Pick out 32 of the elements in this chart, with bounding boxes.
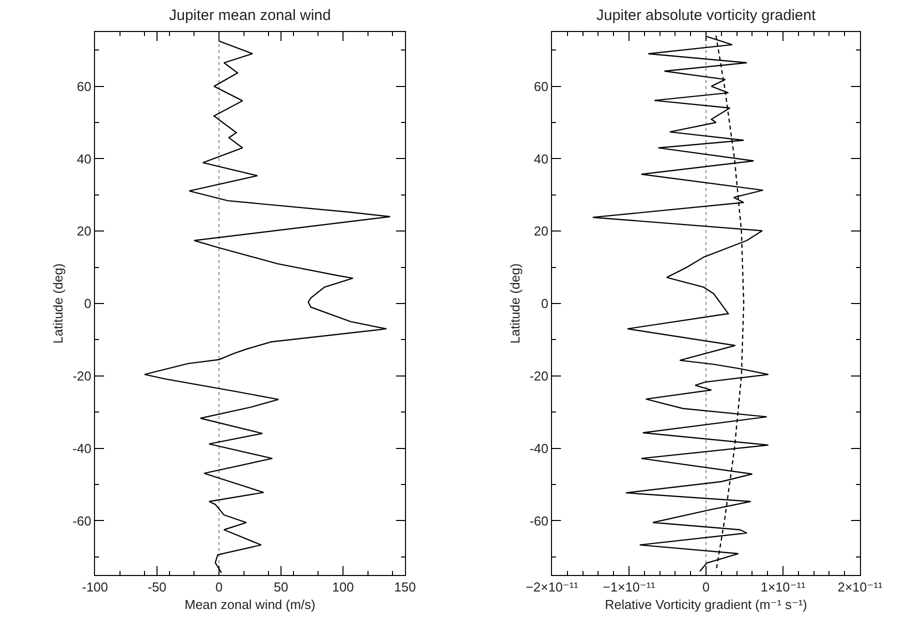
chart-title: Jupiter absolute vorticity gradient [596, 6, 816, 24]
chart-title: Jupiter mean zonal wind [169, 6, 331, 24]
y-tick-label: 20 [534, 224, 548, 239]
y-tick-label: -40 [72, 440, 92, 456]
y-tick-label: 60 [534, 78, 548, 94]
x-axis-title: Relative Vorticity gradient (m⁻¹ s⁻¹) [604, 597, 808, 612]
y-tick-label: 40 [534, 151, 548, 166]
y-tick-label: 60 [76, 78, 92, 94]
x-tick-label: 50 [274, 580, 288, 595]
x-tick-label: 2×10⁻¹¹ [838, 580, 884, 595]
y-tick-label: -60 [72, 513, 92, 528]
x-tick-label: 1×10⁻¹¹ [760, 580, 806, 595]
x-tick-label: 0 [702, 580, 710, 595]
line-series [592, 36, 769, 572]
y-tick-label: 0 [84, 296, 92, 312]
x-tick-label: −2×10⁻¹¹ [526, 580, 579, 595]
x-axis-title: Mean zonal wind (m/s) [184, 597, 316, 612]
y-tick-label: -60 [530, 513, 548, 528]
y-tick-label: 20 [76, 224, 92, 239]
x-tick-label: 0 [215, 580, 223, 595]
y-tick-label: -20 [72, 368, 92, 384]
x-tick-label: -100 [82, 580, 108, 595]
y-tick-label: -20 [530, 368, 548, 384]
x-tick-label: 150 [394, 580, 416, 595]
y-axis-title: Latitude (deg) [508, 263, 523, 344]
x-tick-label: −1×10⁻¹¹ [602, 580, 656, 595]
y-tick-label: 40 [76, 151, 92, 166]
y-axis-title: Latitude (deg) [50, 263, 66, 344]
x-tick-label: 100 [332, 580, 354, 595]
x-tick-label: -50 [148, 580, 166, 595]
y-tick-label: -40 [530, 440, 548, 456]
y-tick-label: 0 [541, 296, 548, 312]
